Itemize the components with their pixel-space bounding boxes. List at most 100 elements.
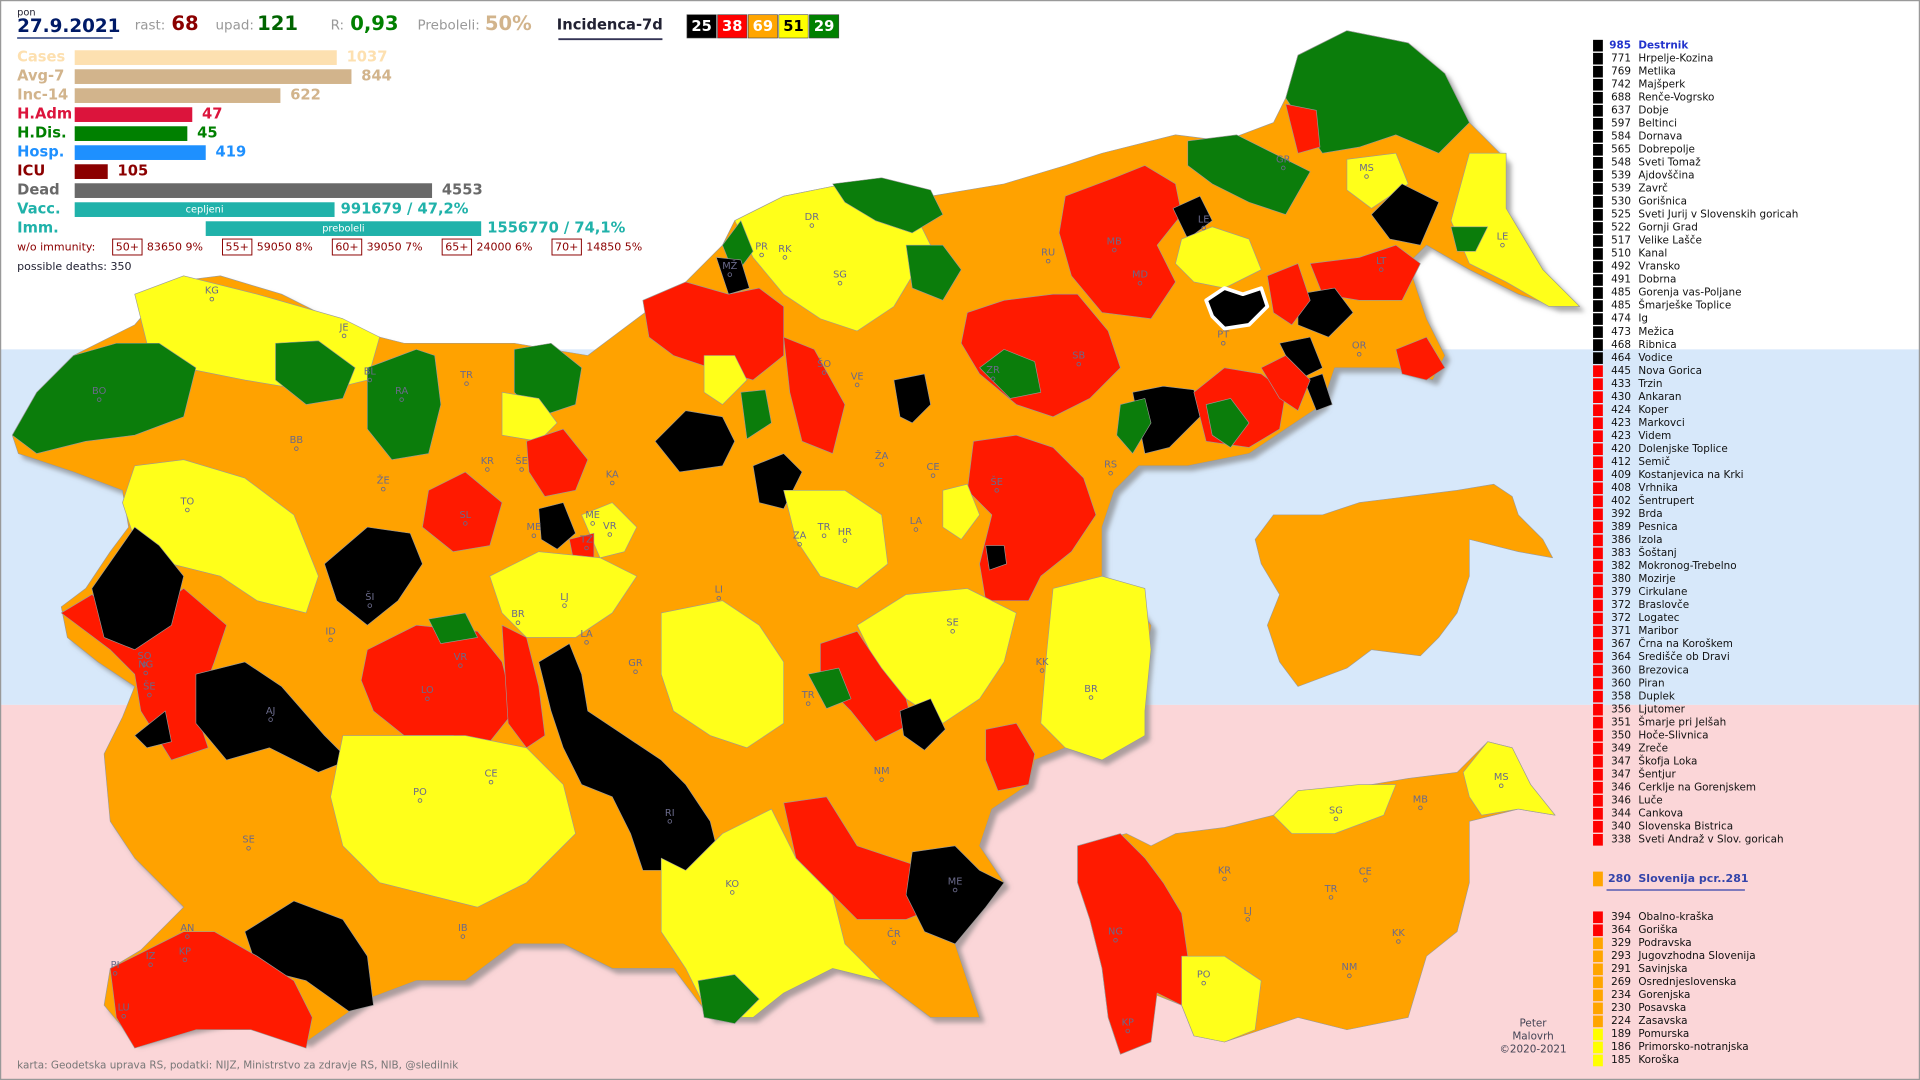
stat-bar bbox=[74, 164, 108, 179]
rank-name: Piran bbox=[1638, 677, 1664, 689]
region-name: Koroška bbox=[1638, 1054, 1679, 1066]
age-count: 24000 6% bbox=[476, 241, 532, 254]
map-dot bbox=[879, 777, 884, 782]
region-value: 329 bbox=[1611, 937, 1631, 949]
map-label: SO bbox=[138, 651, 152, 662]
region-value: 394 bbox=[1611, 911, 1631, 923]
map-label: RS bbox=[1104, 460, 1117, 471]
map-dot bbox=[584, 640, 589, 645]
rank-value: 474 bbox=[1611, 313, 1631, 325]
rank-value: 597 bbox=[1611, 117, 1631, 129]
map-dot bbox=[562, 603, 567, 608]
rank-value: 347 bbox=[1611, 755, 1631, 767]
map-label: KP bbox=[1122, 1017, 1134, 1028]
map-area bbox=[716, 257, 750, 295]
source: karta: Geodetska uprava RS, podatki: NIJ… bbox=[17, 1059, 458, 1071]
category-count: 29 bbox=[814, 18, 834, 35]
map-area bbox=[428, 612, 478, 644]
stat-label: Avg-7 bbox=[17, 68, 64, 85]
map-dot bbox=[782, 255, 788, 260]
map-label: ŽE bbox=[377, 474, 390, 487]
rank-square bbox=[1593, 287, 1603, 299]
region-square bbox=[1593, 1015, 1603, 1028]
map-area bbox=[501, 391, 558, 442]
stat-bar bbox=[74, 69, 352, 84]
region-name: Zasavska bbox=[1638, 1015, 1687, 1027]
map-label: SL bbox=[459, 510, 471, 521]
stat-bar-text: preboleli bbox=[322, 224, 364, 235]
rank-name: Vransko bbox=[1638, 261, 1680, 273]
rank-value: 423 bbox=[1611, 430, 1631, 442]
map-dot bbox=[809, 223, 815, 228]
map-label: LE bbox=[1198, 214, 1210, 225]
map-area bbox=[1254, 483, 1553, 687]
rank-value: 517 bbox=[1611, 235, 1631, 247]
mode[interactable]: Incidenca-7d bbox=[557, 17, 663, 34]
map-area bbox=[134, 710, 172, 749]
map-area bbox=[660, 808, 882, 1018]
map-area bbox=[783, 336, 846, 454]
map-dot bbox=[1045, 258, 1051, 264]
map-label: AJ bbox=[266, 706, 276, 717]
map-label: ŠE bbox=[991, 475, 1003, 488]
map-dot bbox=[185, 934, 190, 939]
map-label: TR bbox=[817, 522, 831, 533]
region-value: 234 bbox=[1611, 989, 1631, 1001]
map-dot bbox=[913, 527, 919, 532]
map-area bbox=[899, 698, 946, 751]
stat-value: 1037 bbox=[347, 49, 388, 66]
rank-name: Šmarješke Toplice bbox=[1638, 299, 1731, 312]
map-dot bbox=[142, 662, 147, 667]
region-name: Savinjska bbox=[1638, 963, 1687, 975]
map-label: PR bbox=[755, 241, 768, 252]
map-dot bbox=[515, 620, 521, 626]
map-dot bbox=[148, 962, 153, 968]
map-label: CE bbox=[485, 769, 498, 780]
rank-square bbox=[1593, 664, 1603, 677]
stat-bar bbox=[74, 107, 193, 122]
rank-name: Gornji Grad bbox=[1638, 222, 1698, 234]
map-label: HR bbox=[838, 527, 852, 538]
map-label: CE bbox=[1359, 867, 1372, 878]
map-area bbox=[1273, 784, 1397, 834]
rank-value: 386 bbox=[1611, 534, 1631, 546]
rank-square bbox=[1593, 833, 1603, 846]
rank-name: Maribor bbox=[1638, 625, 1678, 637]
rank-square bbox=[1593, 313, 1603, 325]
rank-square bbox=[1593, 91, 1603, 104]
region-square bbox=[1593, 924, 1603, 937]
map-dot bbox=[994, 488, 1000, 493]
map-dot bbox=[821, 533, 827, 538]
rank-value: 379 bbox=[1611, 586, 1631, 598]
map-dot bbox=[1039, 668, 1045, 673]
map-area bbox=[1040, 575, 1152, 761]
rank-value: 491 bbox=[1611, 274, 1631, 286]
rank-value: 364 bbox=[1611, 651, 1631, 663]
stat-bar bbox=[74, 126, 188, 141]
rank-square bbox=[1593, 157, 1603, 169]
rank-square bbox=[1593, 248, 1603, 260]
stat-value: 622 bbox=[290, 87, 321, 104]
rank-square bbox=[1593, 820, 1603, 833]
map: GR MS LE LT MB MD LE PT OR RU DR PR RK SG MŽ KG JE BO BL RA… bbox=[11, 30, 1580, 1055]
map-dot bbox=[1396, 939, 1401, 944]
map-label: ZA bbox=[793, 531, 807, 542]
indicator-label: rast: bbox=[135, 18, 166, 34]
map-area bbox=[1205, 398, 1250, 448]
map-dot bbox=[891, 940, 897, 945]
rank-name: Gorišnica bbox=[1638, 196, 1687, 208]
map-dot bbox=[1418, 805, 1423, 811]
map-area bbox=[1267, 263, 1311, 326]
map-label: IZ bbox=[146, 951, 156, 962]
map-label: IB bbox=[458, 923, 468, 934]
rank-value: 350 bbox=[1611, 729, 1631, 741]
map-label: TO bbox=[179, 496, 194, 507]
rank-name: Markovci bbox=[1638, 417, 1684, 429]
map-dot bbox=[519, 467, 524, 472]
rank-value: 346 bbox=[1611, 781, 1631, 793]
map-dot bbox=[990, 376, 996, 382]
map-label: PI bbox=[111, 960, 120, 971]
rank-value: 985 bbox=[1609, 39, 1631, 51]
map-label: MS bbox=[1494, 772, 1509, 783]
